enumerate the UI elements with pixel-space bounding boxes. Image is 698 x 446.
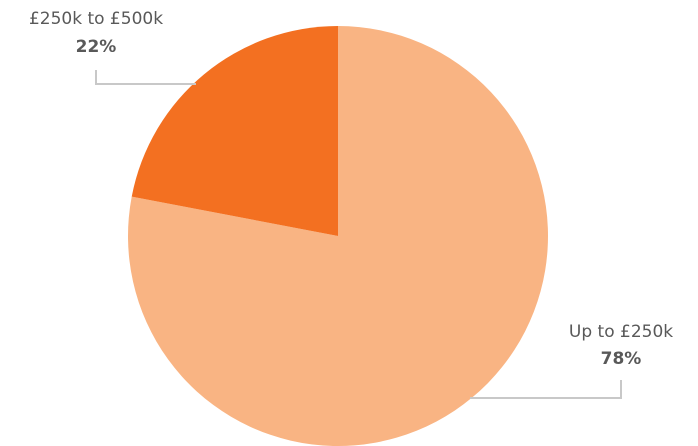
- slice-value-up-to-250k: 78%: [601, 349, 642, 369]
- leader-line-up-to-250k: [470, 380, 622, 399]
- slice-label-up-to-250k: Up to £250k: [569, 322, 673, 342]
- pie-slice-0: [128, 26, 548, 446]
- slice-value-250k-to-500k: 22%: [76, 37, 117, 57]
- slice-label-250k-to-500k: £250k to £500k: [29, 9, 163, 29]
- pie-slice-1: [131, 26, 338, 236]
- pie-slices: [128, 26, 548, 446]
- leader-line-250k-to-500k: [95, 70, 196, 85]
